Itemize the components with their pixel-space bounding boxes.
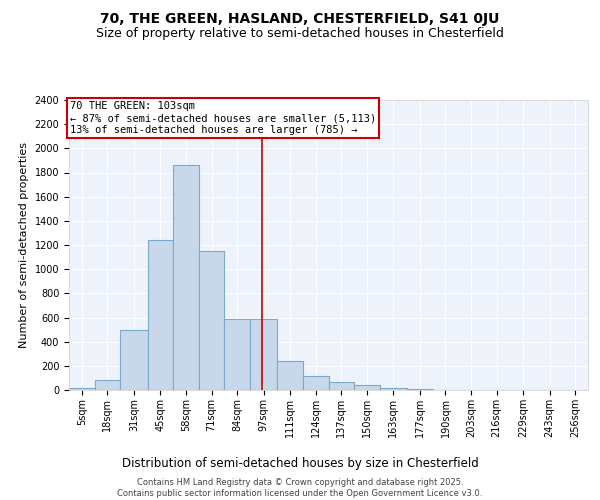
Bar xyxy=(407,389,433,390)
Bar xyxy=(380,388,407,390)
Bar xyxy=(69,388,95,390)
Bar xyxy=(329,382,354,390)
Text: 70 THE GREEN: 103sqm
← 87% of semi-detached houses are smaller (5,113)
13% of se: 70 THE GREEN: 103sqm ← 87% of semi-detac… xyxy=(70,102,376,134)
Bar xyxy=(303,376,329,390)
Bar xyxy=(277,361,303,390)
Bar xyxy=(199,251,224,390)
Bar xyxy=(354,385,380,390)
Bar xyxy=(250,318,277,390)
Bar xyxy=(148,240,173,390)
Y-axis label: Number of semi-detached properties: Number of semi-detached properties xyxy=(19,142,29,348)
Text: 70, THE GREEN, HASLAND, CHESTERFIELD, S41 0JU: 70, THE GREEN, HASLAND, CHESTERFIELD, S4… xyxy=(100,12,500,26)
Bar xyxy=(224,318,250,390)
Bar xyxy=(120,330,148,390)
Text: Contains HM Land Registry data © Crown copyright and database right 2025.
Contai: Contains HM Land Registry data © Crown c… xyxy=(118,478,482,498)
Bar xyxy=(95,380,120,390)
Text: Size of property relative to semi-detached houses in Chesterfield: Size of property relative to semi-detach… xyxy=(96,28,504,40)
Bar xyxy=(173,165,199,390)
Text: Distribution of semi-detached houses by size in Chesterfield: Distribution of semi-detached houses by … xyxy=(122,458,478,470)
